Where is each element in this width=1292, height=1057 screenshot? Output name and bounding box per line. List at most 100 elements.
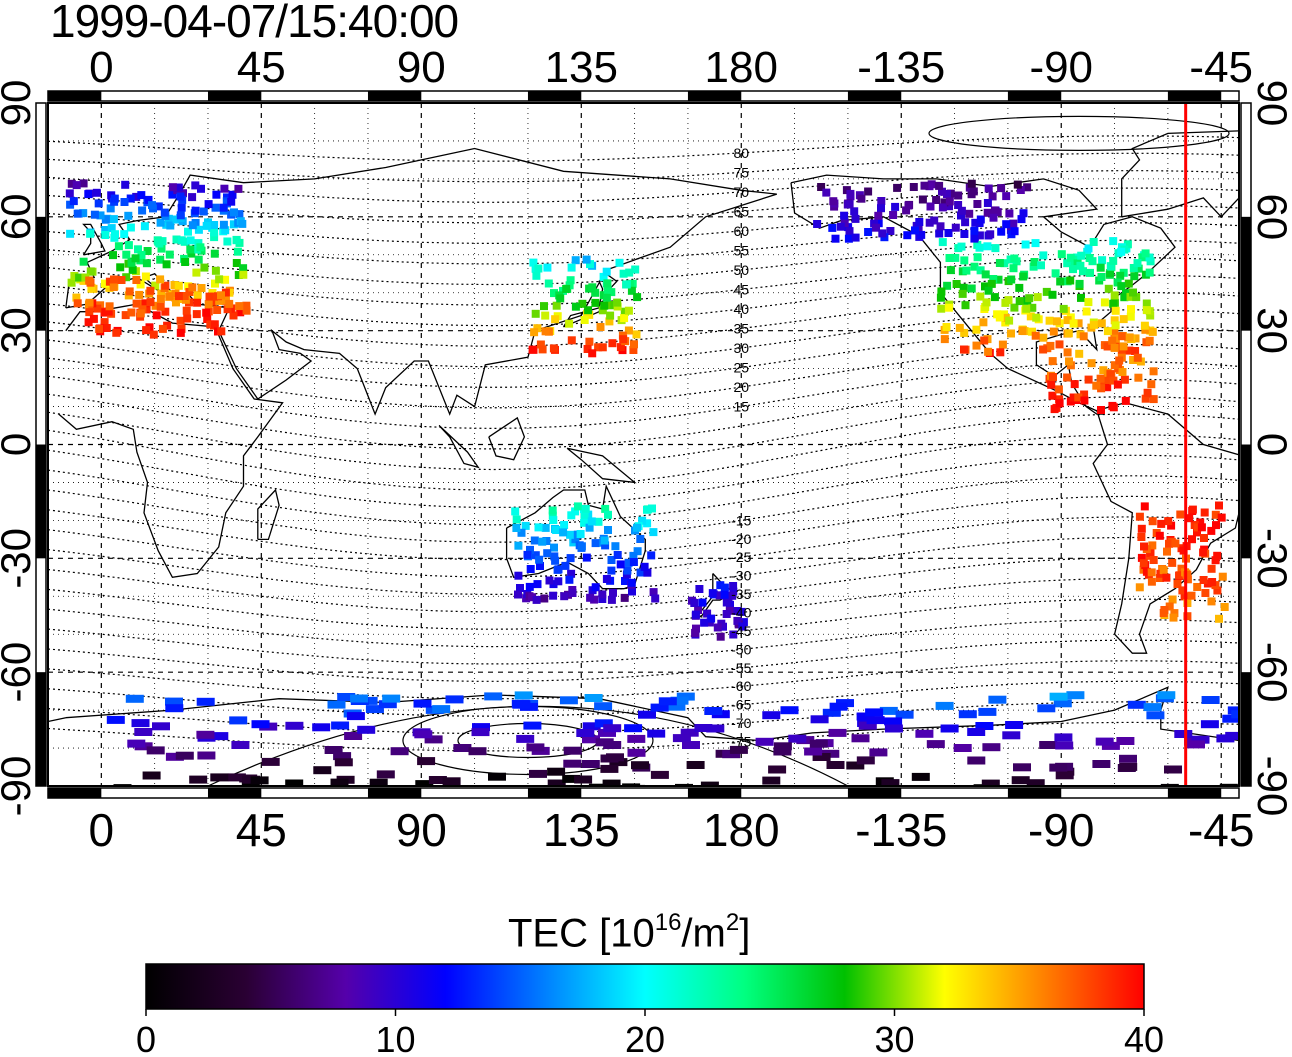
tec-cell xyxy=(594,517,603,526)
tec-cell xyxy=(142,771,161,780)
tec-cell xyxy=(177,236,186,245)
tec-cell xyxy=(598,590,607,599)
tec-cell xyxy=(566,530,575,539)
tec-cell xyxy=(1218,572,1227,581)
tec-cell xyxy=(1023,183,1032,192)
tec-cell xyxy=(943,190,951,198)
tec-cell xyxy=(588,783,607,786)
tec-cell xyxy=(1106,370,1115,379)
tec-cell xyxy=(511,507,520,516)
tec-cell xyxy=(976,292,985,301)
tec-cell xyxy=(156,255,165,264)
bottom-axis-fill xyxy=(207,788,262,798)
tec-cell xyxy=(1070,380,1079,389)
tec-cell xyxy=(514,691,533,700)
tec-cell xyxy=(369,778,388,786)
tec-cell xyxy=(1054,385,1063,394)
tec-cell xyxy=(120,198,129,206)
contour-line xyxy=(48,291,1239,347)
tec-cell xyxy=(540,302,548,311)
tec-cell xyxy=(1125,333,1134,342)
tec-cell xyxy=(983,242,992,251)
tec-cell xyxy=(1119,762,1138,771)
colorbar-title-unit-exp: 2 xyxy=(725,909,740,936)
tec-cell xyxy=(1079,332,1088,341)
tec-cell xyxy=(967,284,976,293)
tec-cell xyxy=(1103,383,1112,392)
tec-cell xyxy=(242,301,251,310)
tec-cell xyxy=(234,184,243,193)
tec-cell xyxy=(531,551,540,560)
tec-cell xyxy=(230,208,238,217)
tec-cell xyxy=(733,607,742,615)
tec-cell xyxy=(552,526,561,534)
tec-cell xyxy=(615,258,624,267)
tec-cell xyxy=(1137,553,1146,562)
contour-label: -55 xyxy=(731,660,751,676)
tec-cell xyxy=(967,179,976,188)
tec-cell xyxy=(972,325,981,334)
tec-cell xyxy=(620,593,629,602)
tec-cell xyxy=(156,218,165,227)
tec-cell xyxy=(1053,699,1072,708)
tec-cell xyxy=(79,257,88,266)
tec-cell xyxy=(1110,291,1119,300)
tec-cell xyxy=(127,739,146,748)
tec-cell xyxy=(582,553,591,562)
tec-cell xyxy=(1097,384,1106,393)
tec-cell xyxy=(981,270,990,279)
coastline xyxy=(58,303,284,579)
tec-cell xyxy=(194,239,203,248)
contour-line xyxy=(48,434,1239,509)
tec-cell xyxy=(1031,239,1040,248)
tec-cell xyxy=(611,542,620,551)
tec-cell xyxy=(158,324,167,333)
tec-cell xyxy=(541,327,550,336)
tec-cell xyxy=(183,314,192,323)
contour-line xyxy=(48,187,1239,224)
tec-cell xyxy=(1142,567,1151,576)
tec-cell xyxy=(106,715,125,724)
tec-cell xyxy=(1115,356,1124,365)
tec-cell xyxy=(829,197,838,206)
tec-cell xyxy=(940,335,949,344)
tec-cell xyxy=(131,254,140,263)
tec-cell xyxy=(1022,304,1031,313)
tec-cell xyxy=(114,242,123,251)
tec-cell xyxy=(975,722,994,730)
coastline xyxy=(1121,130,1239,218)
tec-cell xyxy=(382,694,401,703)
tec-cell xyxy=(631,265,640,274)
tec-cell xyxy=(1039,333,1048,342)
tec-cell xyxy=(188,221,197,230)
tec-cell xyxy=(886,227,895,235)
tec-cell xyxy=(526,565,535,573)
tec-cell xyxy=(1019,272,1028,281)
tec-cell xyxy=(940,198,949,207)
tec-cell xyxy=(831,234,840,243)
tec-cell xyxy=(846,189,855,198)
tec-cell xyxy=(156,302,165,311)
tec-cell xyxy=(878,229,887,238)
tec-cell xyxy=(1140,502,1149,511)
tec-cell xyxy=(1077,251,1086,260)
tec-cell xyxy=(1201,589,1210,597)
tec-cell xyxy=(331,721,350,730)
tec-cell xyxy=(1167,521,1176,530)
tec-cell xyxy=(1100,298,1109,307)
tec-cell xyxy=(550,289,558,298)
tec-cell xyxy=(930,216,939,225)
tec-cell xyxy=(1009,264,1018,273)
tec-cell xyxy=(582,255,591,264)
tec-cell xyxy=(891,202,900,211)
tec-cell xyxy=(809,739,828,748)
tec-cell xyxy=(903,231,912,240)
left-axis-fill xyxy=(36,672,46,786)
y-tick-label-left: 60 xyxy=(0,193,39,240)
tec-cell xyxy=(225,299,234,308)
tec-cell xyxy=(1025,294,1034,303)
tec-cell xyxy=(1077,293,1085,302)
tec-cell xyxy=(623,566,632,575)
tec-cell xyxy=(205,292,214,301)
tec-cell xyxy=(606,753,624,762)
